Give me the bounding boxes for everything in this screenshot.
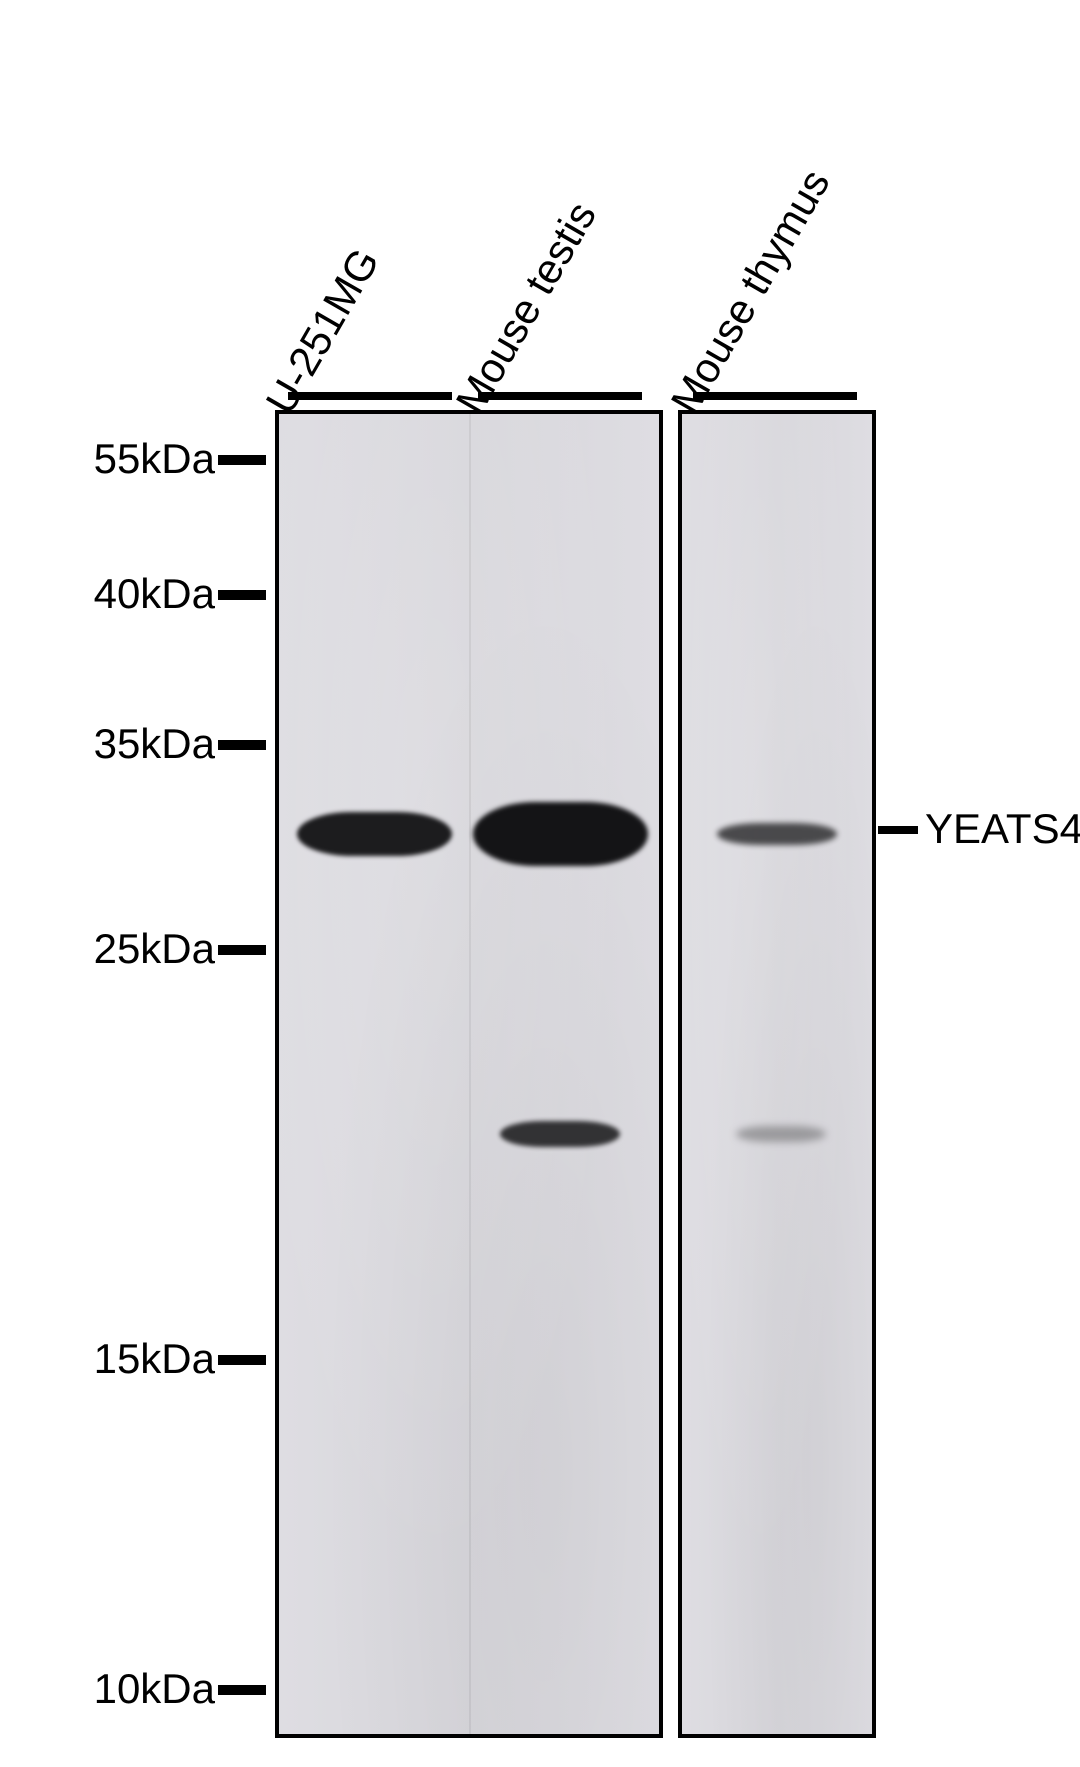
mw-tick xyxy=(218,455,266,465)
blot-membrane-2 xyxy=(678,410,876,1738)
mw-label: 40kDa xyxy=(94,570,215,618)
mw-tick xyxy=(218,740,266,750)
mw-tick xyxy=(218,1685,266,1695)
mw-tick xyxy=(218,1355,266,1365)
blot-band xyxy=(500,1121,620,1147)
blot-band xyxy=(717,823,837,845)
lane-label: Mouse thymus xyxy=(661,161,839,422)
mw-label: 35kDa xyxy=(94,720,215,768)
blot-band xyxy=(297,812,452,856)
blot-membrane-1 xyxy=(275,410,663,1738)
target-label: YEATS4 xyxy=(925,805,1080,853)
blot-band xyxy=(736,1126,826,1142)
mw-label: 15kDa xyxy=(94,1335,215,1383)
lane-separator xyxy=(469,414,471,1734)
western-blot-figure: 55kDa40kDa35kDa25kDa15kDa10kDa U-251MGMo… xyxy=(0,0,1080,1767)
lane-label: Mouse testis xyxy=(446,194,605,422)
mw-label: 10kDa xyxy=(94,1665,215,1713)
mw-tick xyxy=(218,590,266,600)
mw-label: 25kDa xyxy=(94,925,215,973)
target-tick xyxy=(878,826,918,834)
mw-tick xyxy=(218,945,266,955)
mw-label: 55kDa xyxy=(94,435,215,483)
blot-band xyxy=(473,802,648,866)
